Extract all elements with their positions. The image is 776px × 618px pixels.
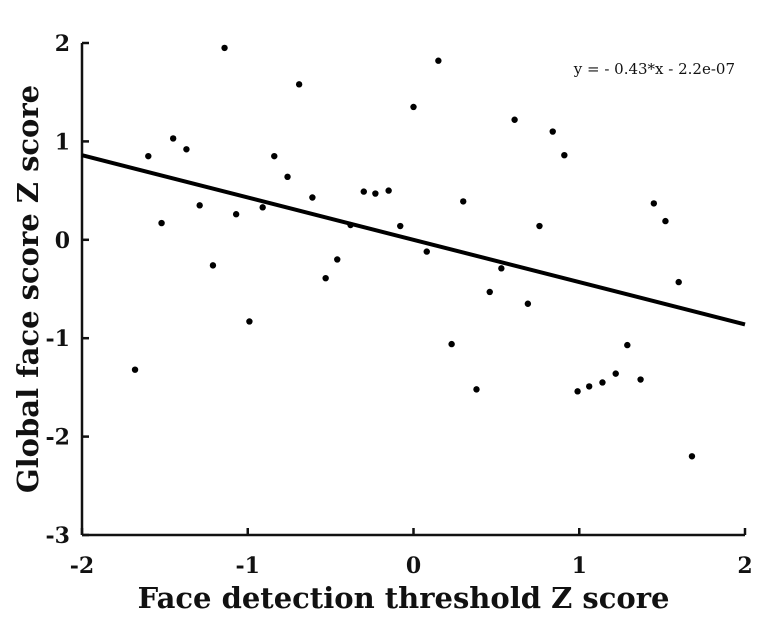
data-point: [448, 340, 455, 348]
y-axis-label: Global face score Z score: [11, 85, 45, 493]
data-points: [131, 44, 696, 460]
data-point: [145, 152, 152, 160]
y-tick-label: 1: [55, 129, 70, 155]
data-point: [232, 211, 240, 218]
data-point: [473, 386, 480, 393]
data-point: [360, 188, 367, 195]
data-point: [183, 146, 190, 153]
data-point: [536, 222, 543, 230]
data-point: [372, 190, 379, 197]
data-point: [221, 44, 228, 52]
data-point: [385, 187, 392, 194]
data-point: [158, 219, 165, 227]
data-point: [612, 370, 619, 377]
y-tick-label: -1: [46, 326, 70, 352]
fit-line: [81, 153, 746, 327]
data-point: [549, 128, 556, 135]
data-point: [574, 388, 581, 395]
data-point: [423, 248, 430, 255]
data-point: [322, 274, 329, 282]
x-tick-label: 1: [572, 553, 587, 579]
data-point: [585, 383, 593, 390]
data-point: [688, 453, 696, 460]
data-point: [675, 278, 682, 286]
data-point: [624, 341, 631, 349]
data-point: [662, 217, 669, 225]
data-point: [131, 366, 139, 373]
data-point: [397, 222, 404, 230]
data-point: [169, 135, 177, 142]
data-point: [524, 300, 532, 307]
x-tick-label: -1: [236, 553, 260, 579]
axes: [80, 43, 745, 537]
data-point: [460, 198, 467, 205]
fit-equation-label: y = - 0.43*x - 2.2e-07: [573, 60, 735, 78]
x-tick-label: 2: [737, 553, 752, 579]
data-point: [599, 379, 606, 386]
data-point: [309, 194, 316, 201]
y-tick-label: 2: [55, 31, 70, 57]
x-axis-label: Face detection threshold Z score: [138, 581, 670, 615]
data-point: [209, 262, 217, 269]
data-point: [196, 202, 203, 209]
data-point: [259, 204, 266, 211]
y-tick-label: -2: [46, 425, 70, 451]
data-point: [347, 221, 354, 229]
data-point: [637, 376, 644, 383]
data-point: [295, 81, 303, 88]
data-point: [498, 265, 505, 272]
data-point: [410, 103, 417, 111]
y-tick-label: 0: [55, 228, 70, 254]
data-point: [561, 151, 568, 159]
data-point: [246, 318, 253, 325]
y-tick-label: -3: [46, 523, 70, 549]
data-point: [650, 200, 658, 207]
data-point: [486, 288, 493, 296]
data-point: [271, 152, 278, 160]
data-point: [511, 116, 518, 123]
x-tick-label: 0: [406, 553, 421, 579]
data-point: [284, 173, 291, 181]
x-tick-label: -2: [70, 553, 94, 579]
fit-line-group: [81, 153, 746, 327]
data-point: [334, 256, 341, 263]
data-point: [435, 57, 442, 64]
